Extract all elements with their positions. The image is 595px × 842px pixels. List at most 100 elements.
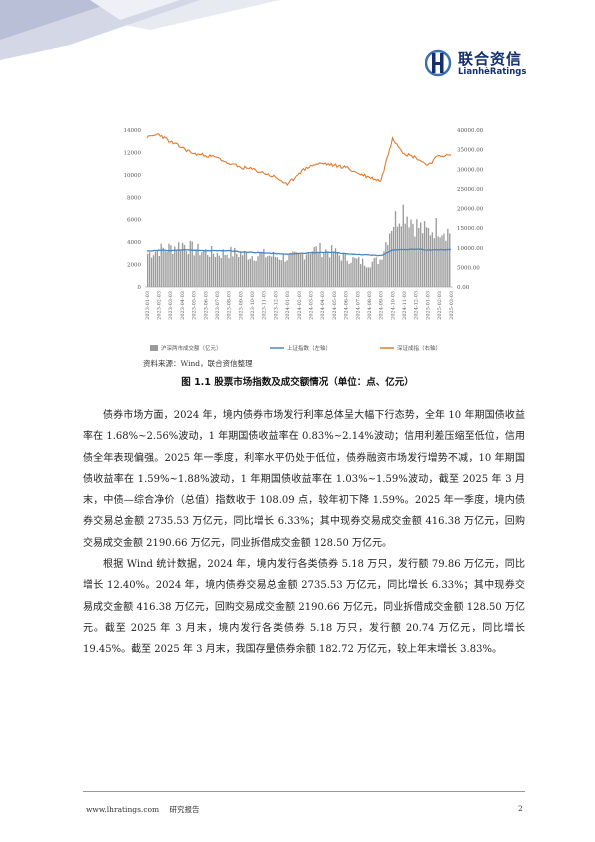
- x-tick-label: 2024-03-03: [308, 291, 314, 320]
- volume-bar: [270, 256, 273, 287]
- volume-bar: [197, 243, 199, 287]
- volume-bar: [334, 248, 337, 287]
- volume-bar: [148, 252, 151, 287]
- volume-bar: [371, 261, 373, 287]
- volume-bar: [232, 256, 234, 287]
- volume-bar: [435, 218, 437, 287]
- volume-bar: [191, 241, 193, 287]
- volume-bar: [158, 255, 160, 287]
- x-axis-ticks: 2023-01-03 2023-02-03 2023-03-03 2023-04-03…: [145, 291, 455, 320]
- volume-bar: [220, 257, 222, 287]
- volume-bar: [272, 251, 275, 287]
- volume-bar: [243, 250, 246, 287]
- volume-bar: [321, 257, 323, 287]
- volume-bars: [147, 204, 451, 287]
- right-tick-label: 20000.00: [457, 207, 484, 213]
- volume-bar: [253, 260, 255, 287]
- left-tick-label: 4000: [127, 240, 141, 246]
- volume-bar: [336, 253, 339, 287]
- x-tick-label: 2024-05-03: [332, 291, 338, 320]
- legend-label: 上证指数（左轴）: [287, 344, 331, 352]
- volume-bar: [187, 254, 190, 287]
- volume-bar: [305, 254, 308, 287]
- volume-bar: [338, 255, 341, 287]
- volume-bar: [369, 267, 372, 287]
- volume-bar: [224, 254, 226, 287]
- legend-swatch: [150, 345, 158, 351]
- volume-bar: [412, 223, 414, 287]
- volume-bar: [216, 253, 219, 287]
- right-axis-ticks: 40000.00 35000.00 30000.00 25000.00 20000.00…: [457, 128, 484, 291]
- volume-bar: [437, 236, 439, 287]
- volume-bar: [241, 255, 244, 287]
- x-tick-label: 2023-01-03: [145, 291, 151, 320]
- left-tick-label: 0: [138, 285, 142, 291]
- volume-bar: [152, 255, 155, 287]
- x-tick-label: 2023-02-03: [156, 291, 162, 320]
- footer-divider: [83, 791, 525, 792]
- volume-bar: [404, 223, 406, 287]
- volume-bar: [327, 251, 329, 287]
- x-tick-label: 2023-03-03: [168, 291, 174, 320]
- volume-bar: [354, 257, 356, 287]
- volume-bar: [396, 226, 399, 287]
- volume-bar: [389, 233, 391, 287]
- volume-bar: [309, 253, 312, 287]
- volume-bar: [330, 245, 333, 287]
- volume-bar: [150, 257, 153, 287]
- x-tick-label: 2024-08-03: [367, 291, 373, 320]
- volume-bar: [168, 243, 170, 287]
- figure-caption: 图 1.1 股票市场指数及成交额情况（单位：点、亿元）: [181, 377, 414, 388]
- right-tick-label: 0.00: [457, 285, 470, 291]
- x-tick-label: 2024-02-03: [297, 291, 303, 320]
- volume-bar: [205, 249, 207, 287]
- volume-bar: [261, 253, 263, 287]
- volume-bar: [166, 251, 168, 287]
- volume-bar: [414, 236, 416, 287]
- volume-bar: [154, 251, 157, 287]
- volume-bar: [288, 254, 290, 287]
- volume-bar: [346, 260, 348, 287]
- volume-bar: [238, 256, 240, 287]
- logo-mark-icon: [425, 49, 452, 77]
- header-decoration: [0, 0, 280, 60]
- footer-url[interactable]: www.lhratings.com: [86, 805, 160, 814]
- right-tick-label: 15000.00: [457, 226, 484, 232]
- left-tick-label: 14000: [124, 128, 142, 134]
- x-tick-label: 2023-06-03: [203, 291, 209, 320]
- volume-bar: [210, 245, 213, 287]
- company-logo: 联合资信 LianhèRatings: [425, 47, 545, 83]
- volume-bar: [247, 259, 250, 287]
- x-tick-label: 2023-12-03: [273, 291, 279, 320]
- volume-bar: [398, 223, 401, 287]
- volume-bar: [315, 246, 317, 287]
- volume-bar: [280, 260, 282, 287]
- volume-bar: [387, 244, 389, 287]
- left-tick-label: 6000: [127, 218, 141, 224]
- volume-bar: [274, 256, 277, 287]
- volume-bar: [385, 242, 387, 287]
- volume-bar: [179, 250, 182, 287]
- volume-bar: [263, 248, 265, 287]
- volume-bar: [313, 246, 315, 287]
- volume-bar: [251, 256, 253, 287]
- volume-bar: [193, 255, 195, 287]
- volume-bar: [195, 250, 197, 287]
- volume-bar: [265, 257, 267, 287]
- volume-bar: [421, 233, 424, 287]
- body-text: 债券市场方面，2024 年，境内债券市场发行利率总体呈大幅下行态势，全年 10 …: [83, 405, 525, 661]
- volume-bar: [350, 262, 352, 287]
- volume-bar: [383, 251, 385, 287]
- volume-bar: [199, 255, 201, 287]
- left-tick-label: 12000: [124, 150, 142, 156]
- volume-bar: [189, 240, 191, 287]
- footer: www.lhratings.com 研究报告: [86, 804, 208, 815]
- x-tick-label: 2023-08-03: [227, 291, 233, 320]
- volume-bar: [359, 264, 362, 287]
- volume-bar: [317, 253, 319, 287]
- volume-bar: [443, 233, 445, 287]
- volume-bar: [447, 228, 449, 287]
- volume-bar: [299, 253, 302, 287]
- x-tick-label: 2024-09-03: [379, 291, 385, 320]
- volume-bar: [325, 249, 327, 287]
